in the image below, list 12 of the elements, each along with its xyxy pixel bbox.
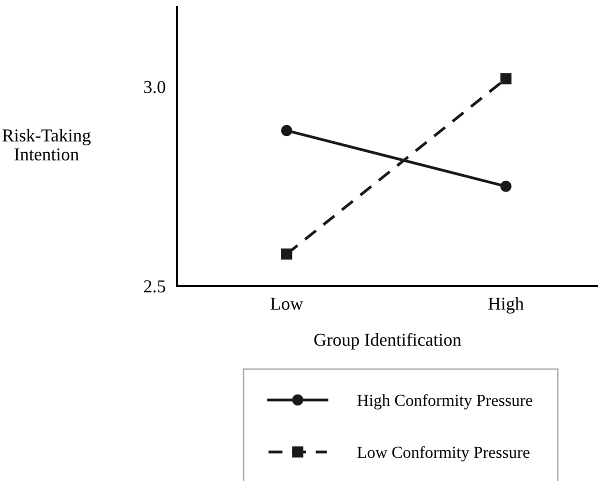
point: [281, 125, 292, 136]
legend-label: High Conformity Pressure: [357, 394, 532, 410]
y-tick-label: 2.5: [144, 280, 166, 293]
legend-label: Low Conformity Pressure: [357, 446, 530, 462]
y-axis-title: Risk-Taking Intention: [2, 128, 91, 160]
point: [500, 73, 512, 84]
point: [500, 180, 512, 192]
x-tick-label: Low: [270, 298, 304, 310]
x-tick-label: High: [488, 297, 524, 314]
point: [281, 248, 292, 260]
x-axis-title: Group Identification: [314, 332, 462, 350]
y-tick-label: 3.0: [144, 80, 166, 94]
